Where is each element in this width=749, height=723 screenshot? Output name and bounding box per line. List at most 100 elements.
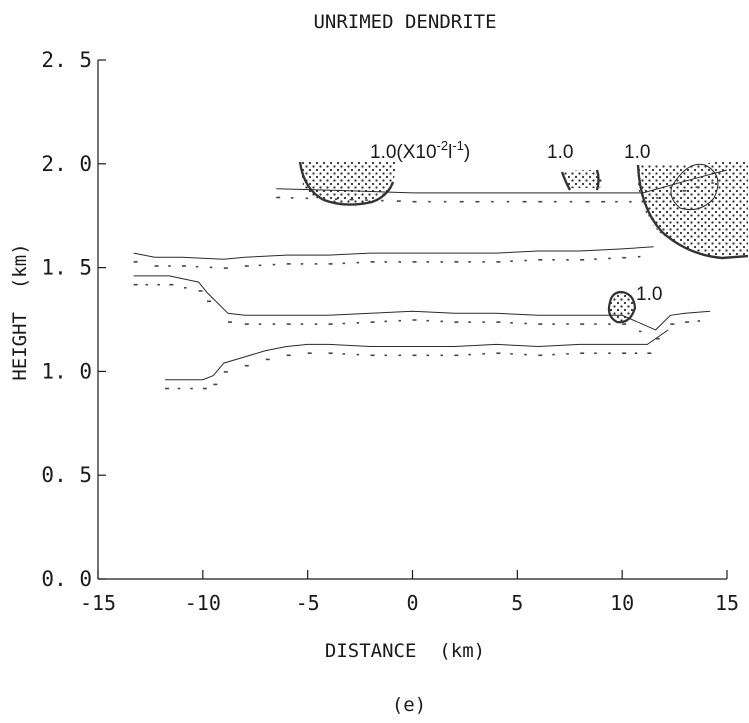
track-annotation-mark bbox=[209, 266, 213, 269]
track-annotation-mark bbox=[328, 263, 333, 265]
x-tick-label: -10 bbox=[185, 591, 221, 615]
track-annotation-mark bbox=[426, 261, 429, 263]
x-tick-label: -5 bbox=[296, 591, 320, 615]
contour-label-small: 1.0 bbox=[636, 284, 662, 305]
track-annotation-mark bbox=[554, 200, 557, 203]
track-annotation-mark bbox=[276, 196, 281, 199]
track-annotation-mark bbox=[594, 352, 597, 354]
track-annotation-mark bbox=[334, 198, 338, 200]
track-annotation-mark bbox=[328, 352, 333, 354]
track-annotation-mark bbox=[398, 319, 401, 322]
track-annotation-mark bbox=[711, 182, 714, 184]
track-annotation-mark bbox=[342, 353, 346, 355]
track-annotation-mark bbox=[258, 264, 262, 267]
track-annotation-mark bbox=[656, 197, 659, 199]
track-annotation-mark bbox=[365, 199, 368, 201]
track-annotation-mark bbox=[491, 200, 494, 203]
track-annotation-mark bbox=[349, 198, 354, 201]
track-annotation-mark bbox=[468, 353, 471, 356]
concentration-region-left bbox=[300, 162, 396, 205]
panel-label: (e) bbox=[392, 694, 426, 716]
track-annotation-mark bbox=[510, 260, 513, 262]
flight-track-3 bbox=[133, 275, 711, 331]
track-annotation-mark bbox=[384, 261, 387, 263]
track-annotation-mark bbox=[580, 259, 585, 261]
track-annotation-mark bbox=[468, 261, 471, 263]
track-annotation-mark bbox=[320, 198, 325, 200]
track-annotation-mark bbox=[440, 354, 443, 357]
track-annotation-mark bbox=[314, 263, 318, 265]
track-annotation-mark bbox=[695, 186, 700, 188]
track-annotation-mark bbox=[601, 200, 606, 203]
track-annotation-mark bbox=[412, 354, 417, 357]
track-annotation-mark bbox=[496, 261, 501, 263]
track-annotation-mark bbox=[697, 320, 701, 322]
x-axis-label: DISTANCE (km) bbox=[325, 640, 485, 662]
track-annotation-mark bbox=[608, 257, 611, 260]
track-annotation-mark bbox=[655, 337, 660, 340]
track-annotation-mark bbox=[384, 320, 387, 323]
concentration-regions bbox=[298, 161, 748, 324]
track-annotation-mark bbox=[133, 261, 138, 263]
track-annotation-mark bbox=[244, 323, 249, 325]
track-annotation-mark bbox=[566, 259, 569, 261]
y-tick-label: 1. 0 bbox=[41, 359, 92, 383]
track-annotation-mark bbox=[157, 283, 160, 286]
x-ticks: -15 -10 -5 0 5 10 15 bbox=[80, 570, 739, 615]
track-annotation-mark bbox=[594, 258, 597, 260]
track-annotation-mark bbox=[482, 353, 485, 355]
contour-label-mid: 1.0 bbox=[547, 142, 573, 163]
track-annotation-mark bbox=[307, 352, 312, 354]
track-annotation-mark bbox=[440, 261, 443, 263]
track-annotation-mark bbox=[398, 261, 401, 263]
track-annotation-mark bbox=[207, 300, 211, 303]
track-annotation-mark bbox=[538, 259, 543, 261]
track-annotation-mark bbox=[370, 321, 375, 323]
track-annotation-mark bbox=[482, 321, 485, 323]
x-tick-label: 15 bbox=[715, 591, 739, 615]
track-annotation-mark bbox=[398, 354, 401, 357]
track-annotation-mark bbox=[496, 352, 501, 354]
track-annotation-mark bbox=[168, 265, 171, 267]
track-annotation-mark bbox=[670, 323, 675, 325]
track-annotation-mark bbox=[608, 323, 611, 325]
track-annotation-mark bbox=[580, 323, 585, 325]
track-annotation-mark bbox=[538, 354, 543, 357]
track-annotation-mark bbox=[622, 323, 627, 325]
flight-track-4 bbox=[165, 329, 669, 381]
track-annotation-mark bbox=[524, 322, 527, 325]
track-annotation-mark bbox=[552, 323, 555, 325]
track-annotation-mark bbox=[184, 287, 187, 289]
flight-tracks bbox=[133, 169, 728, 381]
track-annotation-mark bbox=[685, 321, 690, 323]
track-annotations bbox=[133, 182, 714, 390]
track-annotation-mark bbox=[154, 265, 159, 267]
track-annotation-mark bbox=[290, 197, 294, 199]
track-annotation-mark bbox=[643, 200, 648, 203]
track-annotation-mark bbox=[638, 330, 642, 333]
track-annotation-mark bbox=[244, 265, 249, 267]
y-tick-label: 0. 5 bbox=[41, 463, 92, 487]
track-annotation-mark bbox=[454, 354, 459, 357]
track-annotation-mark bbox=[634, 352, 638, 354]
track-annotation-mark bbox=[647, 352, 652, 354]
track-annotation-mark bbox=[177, 387, 181, 390]
track-annotation-mark bbox=[566, 353, 569, 355]
track-annotation-mark bbox=[190, 387, 193, 390]
track-annotation-mark bbox=[608, 352, 611, 354]
track-annotation-mark bbox=[286, 263, 291, 265]
track-annotation-mark bbox=[538, 200, 543, 203]
track-annotation-mark bbox=[412, 200, 417, 203]
track-annotation-mark bbox=[145, 283, 148, 286]
x-tick-label: 5 bbox=[511, 591, 523, 615]
track-annotation-mark bbox=[454, 261, 459, 263]
track-annotation-mark bbox=[510, 353, 513, 355]
concentration-region-mid-edge bbox=[560, 169, 600, 191]
track-annotation-mark bbox=[412, 261, 417, 263]
track-annotation-mark bbox=[569, 200, 573, 203]
track-annotation-mark bbox=[622, 256, 627, 259]
y-tick-label: 2. 5 bbox=[41, 48, 92, 72]
track-annotation-mark bbox=[426, 354, 429, 357]
track-annotation-mark bbox=[585, 200, 590, 203]
